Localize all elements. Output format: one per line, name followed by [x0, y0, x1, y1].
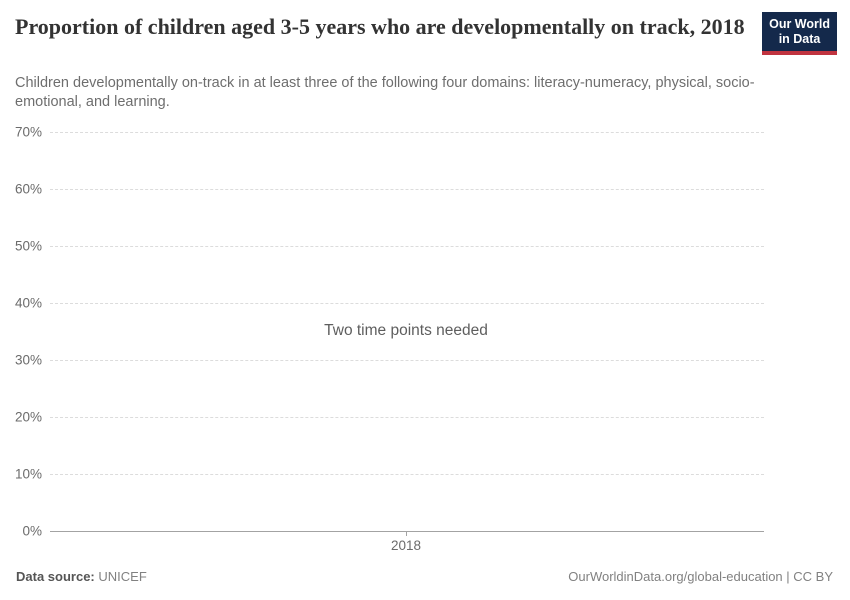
data-source: Data source: UNICEF [16, 569, 147, 584]
owid-logo-line1: Our World [769, 17, 830, 31]
chart-title: Proportion of children aged 3-5 years wh… [15, 14, 745, 39]
y-axis-tick-label: 30% [14, 352, 42, 368]
owid-logo-line2: in Data [778, 31, 821, 46]
x-axis-tick-label: 2018 [390, 538, 422, 553]
x-axis-tick [406, 531, 407, 536]
y-axis-tick-label: 70% [14, 124, 42, 140]
y-axis-tick-label: 60% [14, 181, 42, 197]
gridline [50, 189, 764, 190]
y-axis-tick-label: 10% [14, 466, 42, 482]
y-axis-tick-label: 20% [14, 409, 42, 425]
y-axis-tick-label: 0% [22, 523, 42, 539]
y-axis-tick-label: 40% [14, 295, 42, 311]
data-source-label: Data source: [16, 569, 95, 584]
gridline [50, 474, 764, 475]
empty-state-message: Two time points needed [324, 322, 488, 339]
y-axis-tick-label: 50% [14, 238, 42, 254]
gridline [50, 417, 764, 418]
gridline [50, 132, 764, 133]
license-text: OurWorldinData.org/global-education | CC… [568, 569, 833, 584]
gridline [50, 303, 764, 304]
x-axis-line [50, 531, 764, 532]
gridline [50, 246, 764, 247]
gridline [50, 360, 764, 361]
chart-subtitle: Children developmentally on-track in at … [15, 75, 755, 111]
data-source-value: UNICEF [98, 569, 147, 584]
owid-logo: Our World in Data [762, 12, 837, 55]
